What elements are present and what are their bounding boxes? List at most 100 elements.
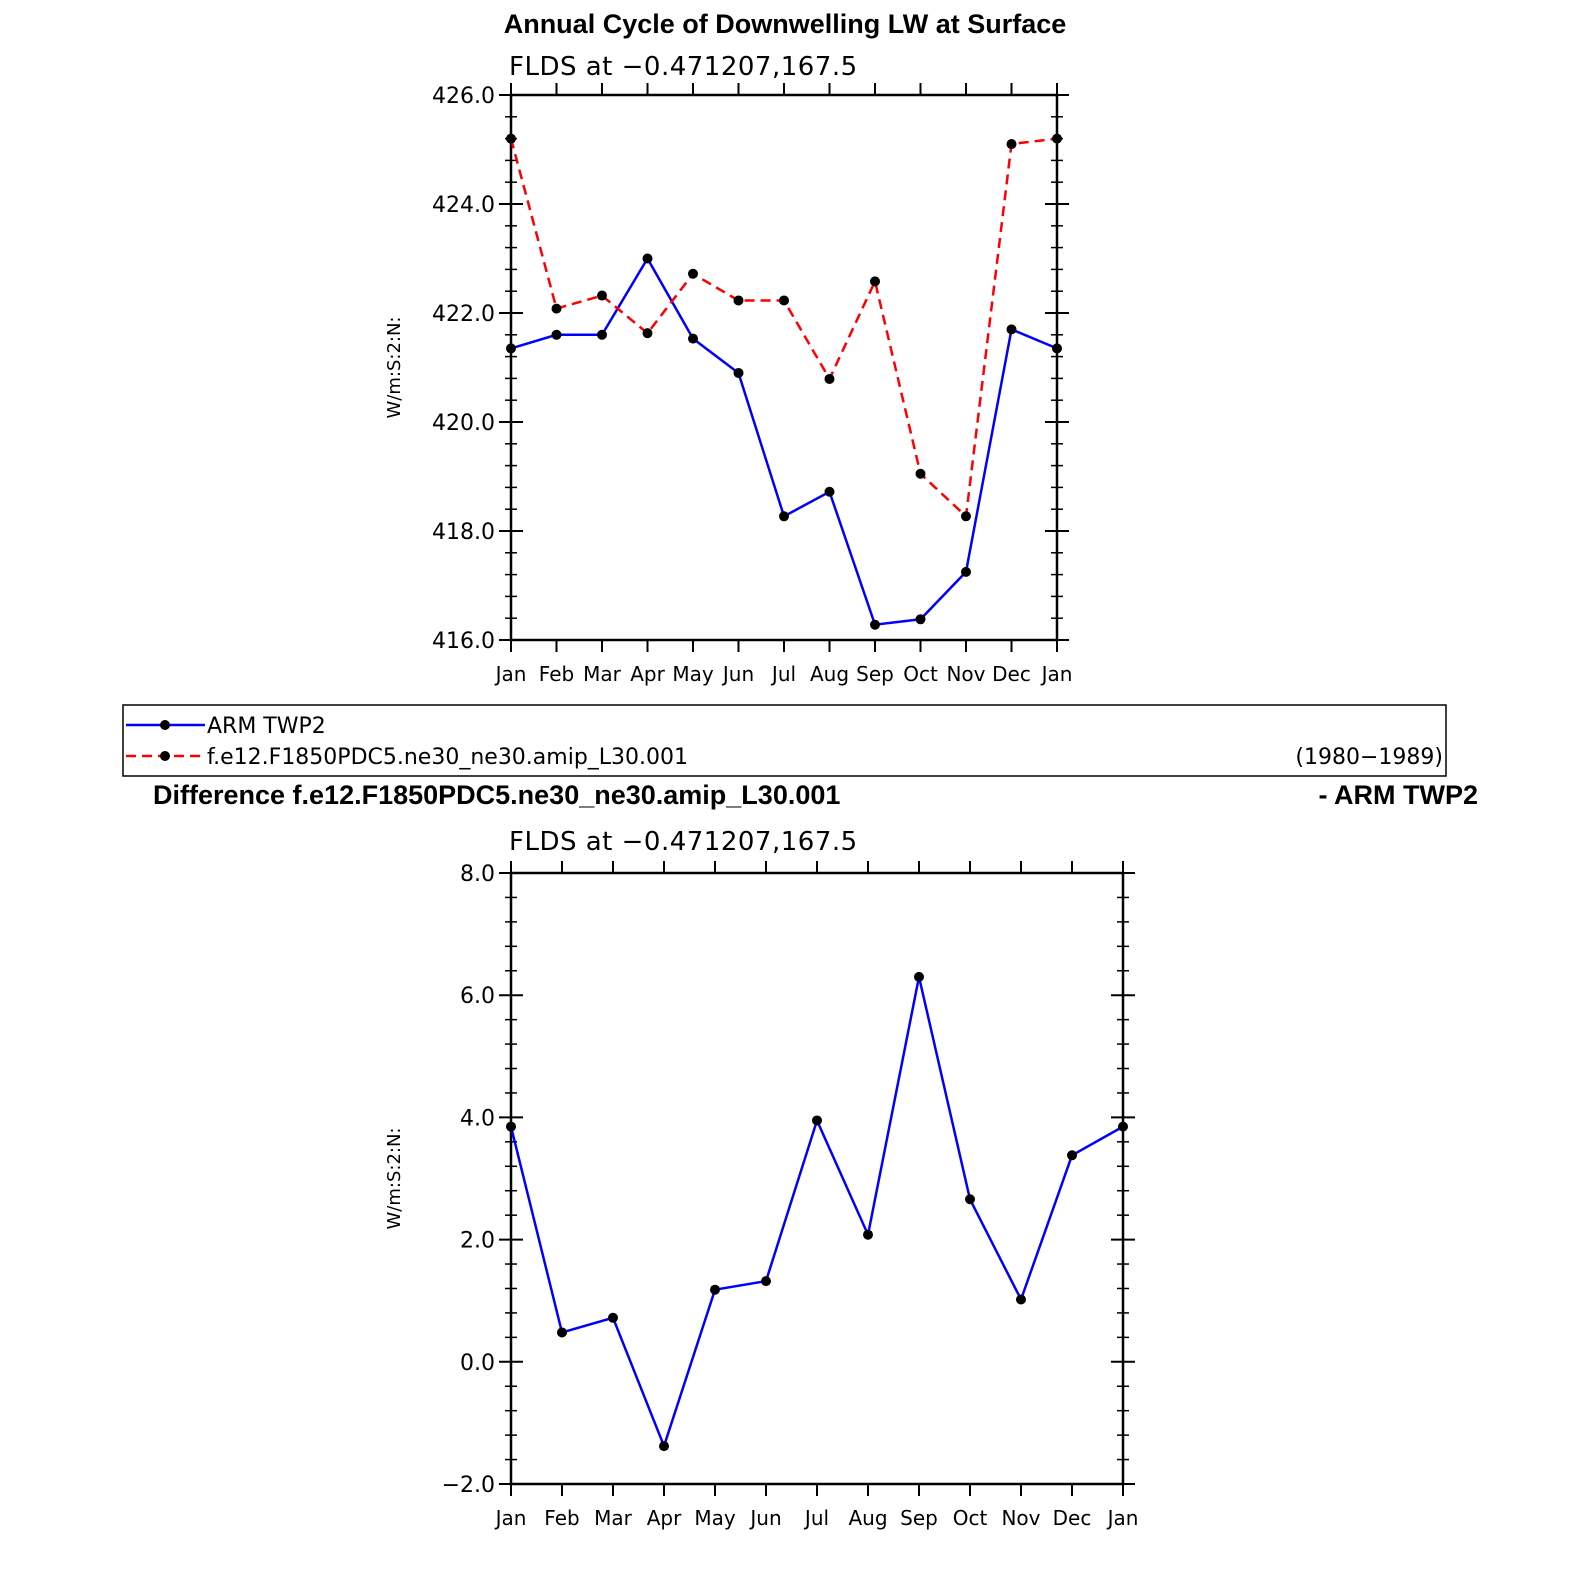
bottom-x-tick-label: Aug	[848, 1506, 887, 1530]
top-series-1-point	[961, 511, 971, 522]
legend-entry-model: f.e12.F1850PDC5.ne30_ne30.amip_L30.001	[126, 745, 688, 770]
bottom-series-0-point	[1016, 1294, 1026, 1305]
bottom-series-0-point	[710, 1284, 720, 1295]
legend-marker-blue	[160, 720, 170, 730]
bottom-chart-title: Difference f.e12.F1850PDC5.ne30_ne30.ami…	[153, 780, 840, 810]
top-x-tick-label: Sep	[856, 662, 894, 686]
top-series-0-point	[870, 619, 880, 630]
top-x-tick-label: Nov	[946, 662, 985, 686]
legend-entry-arm: ARM TWP2	[126, 714, 326, 739]
top-series-1-point	[915, 468, 926, 479]
top-series-1-point	[824, 373, 835, 384]
top-series-1-point	[779, 295, 789, 306]
top-series-1-point	[642, 328, 653, 339]
top-series-0-point	[961, 566, 971, 577]
top-chart-title: Annual Cycle of Downwelling LW at Surfac…	[504, 9, 1067, 39]
top-series-0-point	[506, 343, 516, 354]
bottom-y-tick-label: 0.0	[460, 1351, 495, 1376]
top-y-tick-label: 418.0	[432, 520, 495, 545]
bottom-x-tick-label: Jan	[1106, 1506, 1139, 1530]
bottom-plot-frame	[509, 871, 1125, 1486]
legend: ARM TWP2 f.e12.F1850PDC5.ne30_ne30.amip_…	[122, 704, 1447, 777]
top-series-0-point	[642, 253, 653, 264]
bottom-x-tick-label: Jan	[494, 1506, 527, 1530]
top-chart-subtitle: FLDS at −0.471207,167.5	[509, 52, 858, 82]
top-series-0-point	[1006, 324, 1017, 335]
top-series-1-point	[688, 268, 698, 279]
bottom-series-0-point	[965, 1194, 975, 1205]
top-series-0-point	[597, 329, 607, 340]
bottom-x-tick-label: May	[694, 1506, 736, 1530]
top-series-0-point	[779, 511, 789, 522]
top-y-tick-label: 420.0	[432, 411, 495, 436]
top-series-0-point	[551, 329, 562, 340]
top-series-0-point	[1052, 343, 1062, 354]
legend-marker-red	[160, 751, 170, 761]
top-series-1-point	[1006, 139, 1017, 150]
top-series-1-point	[1052, 133, 1062, 144]
top-x-tick-label: Aug	[810, 662, 849, 686]
bottom-y-tick-label: 8.0	[460, 862, 495, 887]
bottom-chart-plot: Jan Feb Mar Apr May Jun Jul Aug Sep Oct Nov Dec Jan −…	[384, 861, 1138, 1530]
top-chart-plot: Jan Feb Mar Apr May Jun Jul Aug Sep Oct Nov Dec Jan 4…	[384, 83, 1072, 686]
top-x-tick-label: Jun	[721, 662, 754, 686]
bottom-series-0-point	[506, 1121, 516, 1132]
top-series-0-point	[688, 333, 698, 344]
bottom-series-0-point	[914, 971, 924, 982]
top-y-tick-label: 422.0	[432, 302, 495, 327]
bottom-y-tick-label: 6.0	[460, 984, 495, 1009]
bottom-series-0-point	[1067, 1150, 1077, 1161]
bottom-chart-title-right: - ARM TWP2	[1319, 780, 1478, 810]
top-series-line-1	[509, 137, 1058, 519]
bottom-x-tick-label: Oct	[953, 1506, 988, 1530]
bottom-y-tick-label: −2.0	[442, 1473, 495, 1498]
legend-period: (1980−1989)	[1295, 745, 1443, 770]
top-series-0-point	[915, 614, 926, 625]
top-x-tick-label: May	[672, 662, 714, 686]
top-series-1-point	[506, 133, 516, 144]
legend-box	[122, 704, 1447, 777]
top-series-0-point	[824, 486, 835, 497]
bottom-series-0-point	[608, 1312, 618, 1323]
legend-label-model: f.e12.F1850PDC5.ne30_ne30.amip_L30.001	[207, 745, 688, 770]
top-y-tick-label: 424.0	[432, 193, 495, 218]
top-series-line-0	[510, 256, 1058, 627]
legend-label-arm: ARM TWP2	[207, 714, 326, 739]
bottom-series-0-point	[812, 1115, 822, 1126]
top-x-tick-label: Apr	[630, 662, 665, 686]
bottom-series-0-point	[659, 1441, 669, 1452]
bottom-x-tick-label: Feb	[544, 1506, 579, 1530]
bottom-chart-subtitle: FLDS at −0.471207,167.5	[509, 827, 858, 857]
top-x-tick-label: Oct	[903, 662, 938, 686]
top-y-tick-label: 416.0	[432, 629, 495, 654]
top-x-tick-label: Feb	[539, 662, 574, 686]
top-series-1-point	[597, 290, 607, 301]
bottom-x-tick-label: Sep	[900, 1506, 938, 1530]
top-y-axis-label: W/m:S:2:N:	[384, 317, 405, 419]
top-series-1-point	[551, 303, 562, 314]
bottom-y-tick-label: 2.0	[460, 1229, 495, 1254]
bottom-x-tick-label: Nov	[1001, 1506, 1040, 1530]
top-series-1-point	[733, 295, 744, 306]
bottom-y-axis-label: W/m:S:2:N:	[384, 1128, 405, 1230]
top-y-tick-label: 426.0	[432, 84, 495, 109]
bottom-series-0-point	[1118, 1121, 1128, 1132]
bottom-x-tick-label: Dec	[1053, 1506, 1092, 1530]
bottom-series-0-point	[863, 1229, 873, 1240]
top-x-tick-label: Dec	[992, 662, 1031, 686]
top-series-0-point	[733, 367, 744, 378]
top-plot-frame	[509, 93, 1059, 642]
bottom-series-0-point	[761, 1276, 771, 1287]
top-x-tick-label: Jul	[770, 662, 796, 686]
bottom-series-line-0	[509, 976, 1124, 1450]
bottom-y-tick-label: 4.0	[460, 1106, 495, 1131]
bottom-x-tick-label: Mar	[594, 1506, 633, 1530]
bottom-x-tick-label: Jul	[803, 1506, 829, 1530]
bottom-x-tick-label: Apr	[647, 1506, 682, 1530]
top-x-tick-label: Jan	[1040, 662, 1073, 686]
top-x-tick-label: Mar	[583, 662, 622, 686]
bottom-x-tick-label: Jun	[748, 1506, 781, 1530]
top-x-tick-label: Jan	[494, 662, 527, 686]
top-series-1-point	[870, 276, 880, 287]
